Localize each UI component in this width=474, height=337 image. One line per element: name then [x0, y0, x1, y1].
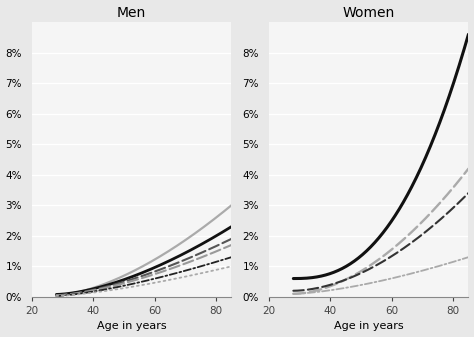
Title: Men: Men — [117, 5, 146, 20]
Title: Women: Women — [343, 5, 395, 20]
X-axis label: Age in years: Age in years — [334, 321, 403, 332]
X-axis label: Age in years: Age in years — [97, 321, 166, 332]
